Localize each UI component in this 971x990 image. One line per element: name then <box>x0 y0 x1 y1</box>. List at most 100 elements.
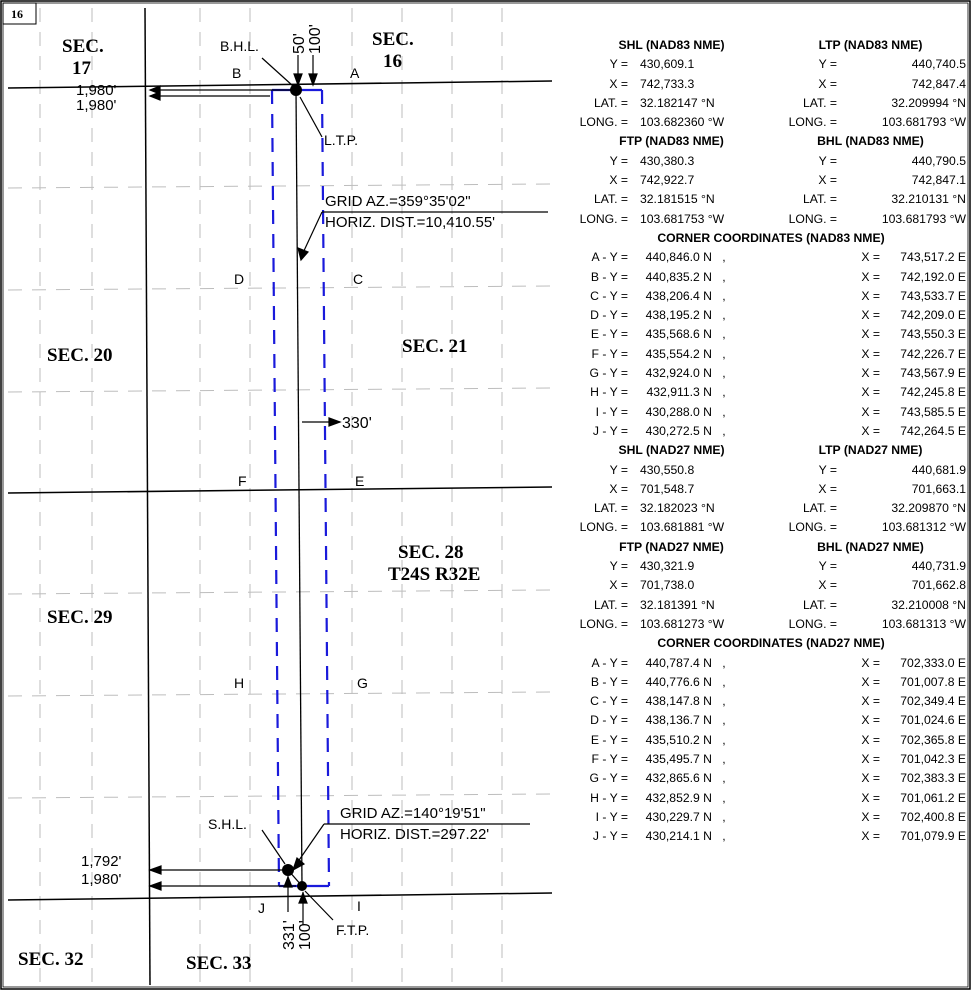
corner-row: C - Y = 438,147.8 N, X = 702,349.4 E <box>572 692 970 711</box>
corner-key: G - Y = <box>589 771 628 786</box>
corner-key: I - Y = <box>595 809 628 824</box>
corner-x: 743,567.9 E <box>900 366 966 381</box>
coord-left: LAT. = 32.181515 °N <box>572 190 771 209</box>
coord-key: Y = <box>818 57 837 72</box>
ftp-nad83-title: FTP (NAD83 NME) <box>619 134 724 149</box>
leaders <box>148 55 548 925</box>
shl-label: S.H.L. <box>208 816 247 832</box>
corner-a: A <box>350 65 360 81</box>
ftp-point <box>297 881 307 891</box>
grid-az-1: GRID AZ.=359°35'02" <box>325 193 471 210</box>
nad83-corners-title: CORNER COORDINATES (NAD83 NME) <box>657 230 885 245</box>
corner-key: C - Y = <box>590 694 628 709</box>
coord-left: LONG. = 103.682360 °W <box>572 113 771 132</box>
corner-y: 440,846.0 N <box>645 250 712 265</box>
corner-x: 702,365.8 E <box>900 732 966 747</box>
coord-row: Y = 430,321.9 Y = 440,731.9 <box>572 557 970 576</box>
coord-value: 103.681753 °W <box>640 211 725 226</box>
coord-value: 103.681313 °W <box>881 616 966 631</box>
corner-x: 701,061.2 E <box>900 790 966 805</box>
nad83-corner-rows: A - Y = 440,846.0 N, X = 743,517.2 E B - Y =… <box>572 248 970 441</box>
coord-key: LAT. = <box>803 192 837 207</box>
dim-330: 330' <box>342 415 372 432</box>
coord-key: LAT. = <box>594 501 628 516</box>
corner-key: H - Y = <box>590 385 628 400</box>
ftp-nad27-title: FTP (NAD27 NME) <box>619 539 724 554</box>
corner-x: 701,079.9 E <box>900 829 966 844</box>
coord-key: LAT. = <box>803 95 837 110</box>
corner-row: H - Y = 432,852.9 N, X = 701,061.2 E <box>572 789 970 808</box>
coord-row: LONG. = 103.681273 °W LONG. = 103.681313 °W <box>572 615 970 634</box>
corner-y: 440,787.4 N <box>645 655 712 670</box>
coord-right: Y = 440,681.9 <box>771 461 970 480</box>
ftp-label: F.T.P. <box>336 922 369 938</box>
ltp-nad83-title: LTP (NAD83 NME) <box>818 38 923 52</box>
corner-separator: , <box>722 404 726 419</box>
horiz-dist-2: HORIZ. DIST.=297.22' <box>340 826 489 843</box>
sec-32-label: SEC. 32 <box>18 949 83 970</box>
corner-separator: , <box>722 250 726 265</box>
coord-key: Y = <box>818 559 837 574</box>
corner-separator: , <box>722 423 726 438</box>
corner-x-key: X = <box>861 308 880 323</box>
corner-row: H - Y = 432,911.3 N, X = 742,245.8 E <box>572 383 970 402</box>
coord-value: 103.681881 °W <box>640 520 725 535</box>
sec-17-label: SEC. <box>62 36 104 57</box>
coord-value: 742,847.4 <box>911 76 966 91</box>
corner-y: 438,195.2 N <box>645 308 712 323</box>
corner-row: E - Y = 435,568.6 N, X = 743,550.3 E <box>572 325 970 344</box>
corner-y: 440,835.2 N <box>645 269 712 284</box>
coord-value: 32.210008 °N <box>891 597 966 612</box>
corner-x-key: X = <box>861 346 880 361</box>
corner-x: 701,024.6 E <box>900 713 966 728</box>
dim-100-bottom: 100' <box>297 920 314 950</box>
corner-x-key: X = <box>861 327 880 342</box>
corner-y: 435,554.2 N <box>645 346 712 361</box>
bhl-nad27-title: BHL (NAD27 NME) <box>817 539 924 554</box>
coord-right: LONG. = 103.681312 °W <box>771 518 970 537</box>
corner-separator: , <box>722 732 726 747</box>
corner-key: I - Y = <box>595 404 628 419</box>
corner-key: D - Y = <box>590 713 628 728</box>
coord-key: LONG. = <box>579 520 628 535</box>
sec-28-label: SEC. 28 <box>398 542 463 563</box>
coord-row: LONG. = 103.681753 °W LONG. = 103.681793 °W <box>572 210 970 229</box>
coord-key: LAT. = <box>594 192 628 207</box>
dim-331: 331' <box>281 920 298 950</box>
grid-az-2: GRID AZ.=140°19'51" <box>340 805 486 822</box>
corner-h: H <box>234 675 244 691</box>
coord-left: LAT. = 32.181391 °N <box>572 596 771 615</box>
corner-x: 702,383.3 E <box>900 771 966 786</box>
coord-key: X = <box>609 481 628 496</box>
nad83-points-2-header: FTP (NAD83 NME) BHL (NAD83 NME) <box>572 132 970 151</box>
corner-separator: , <box>722 346 726 361</box>
corner-x-key: X = <box>861 809 880 824</box>
dim-1792: 1,792' <box>81 853 122 870</box>
coord-key: Y = <box>609 153 628 168</box>
sec-29-label: SEC. 29 <box>47 607 112 628</box>
corner-separator: , <box>722 674 726 689</box>
corner-x-key: X = <box>861 694 880 709</box>
coord-right: LAT. = 32.210131 °N <box>771 190 970 209</box>
coord-key: LAT. = <box>803 501 837 516</box>
shl-nad83-title: SHL (NAD83 NME) <box>618 38 725 52</box>
corner-separator: , <box>722 751 726 766</box>
corner-separator: , <box>722 327 726 342</box>
corner-key: B - Y = <box>590 674 628 689</box>
coord-row: LAT. = 32.181391 °N LAT. = 32.210008 °N <box>572 596 970 615</box>
ltp-label: L.T.P. <box>324 132 358 148</box>
corner-separator: , <box>722 308 726 323</box>
corner-y: 438,147.8 N <box>645 694 712 709</box>
nad27-points-1-header: SHL (NAD27 NME) LTP (NAD27 NME) <box>572 441 970 460</box>
corner-row: A - Y = 440,787.4 N, X = 702,333.0 E <box>572 654 970 673</box>
corner-row: F - Y = 435,554.2 N, X = 742,226.7 E <box>572 345 970 364</box>
coord-value: 430,380.3 <box>640 153 695 168</box>
corner-x: 742,226.7 E <box>900 346 966 361</box>
dim-1980-a: 1,980' <box>76 82 117 99</box>
coord-key: X = <box>818 481 837 496</box>
coord-key: X = <box>609 76 628 91</box>
coord-key: LONG. = <box>788 211 837 226</box>
corner-separator: , <box>722 694 726 709</box>
coord-key: X = <box>818 173 837 188</box>
